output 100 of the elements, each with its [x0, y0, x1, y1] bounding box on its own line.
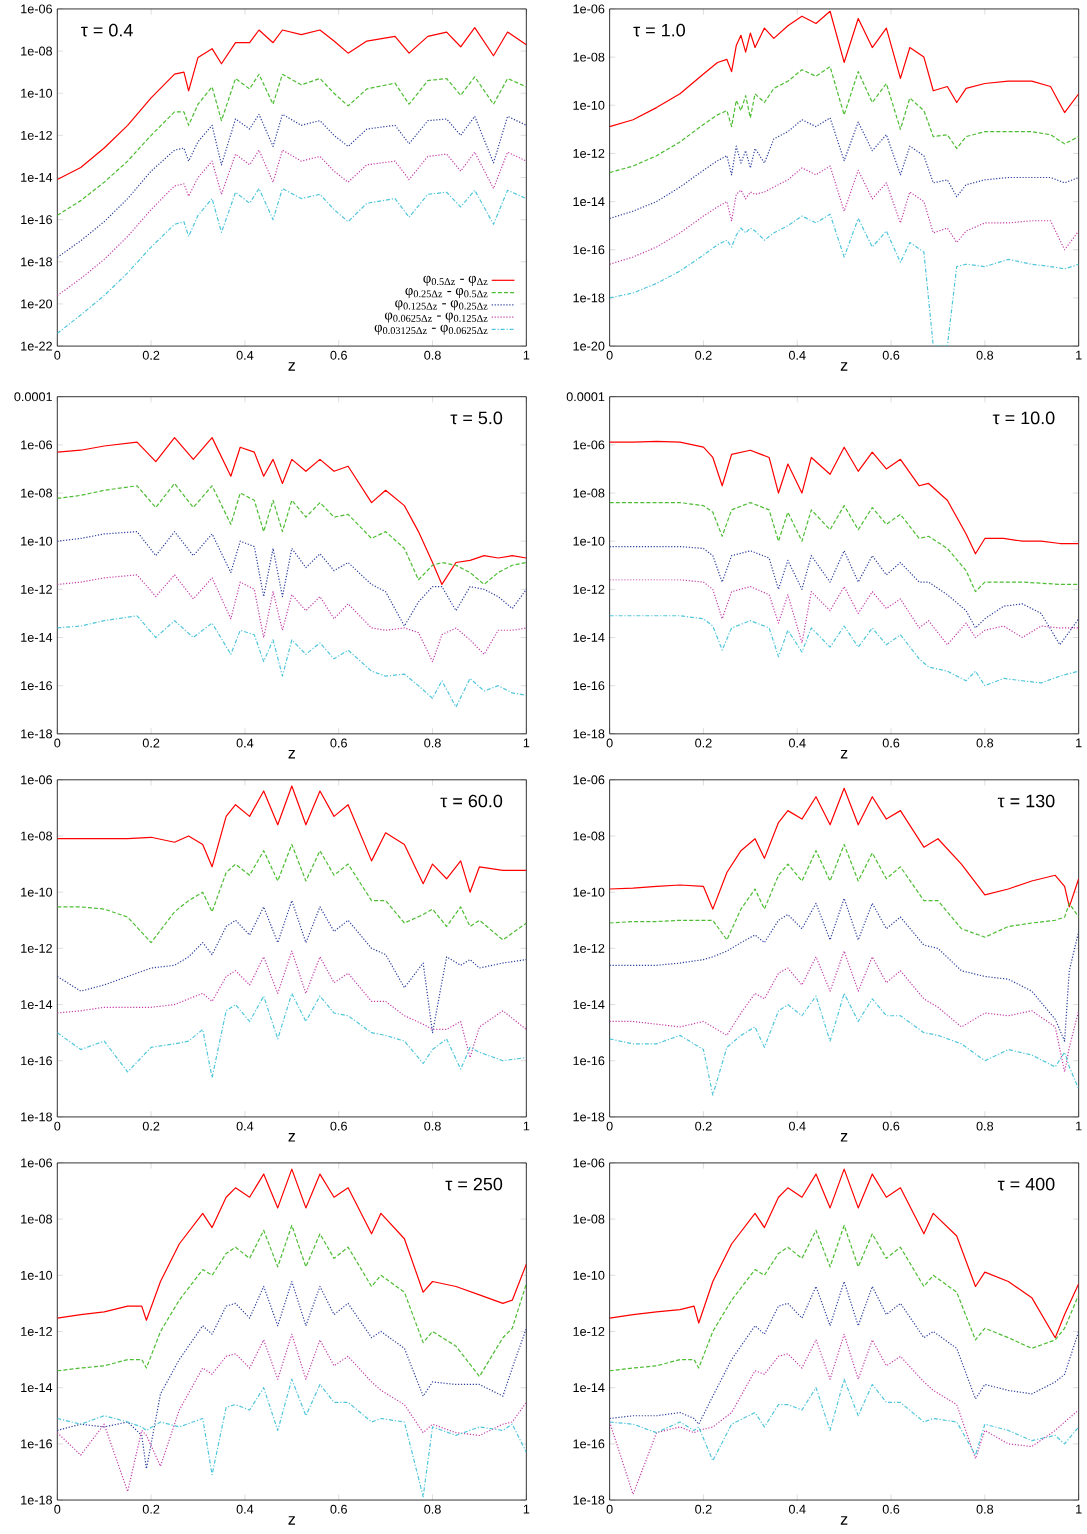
y-tick-label: 1e-14 [573, 633, 605, 642]
line-series [609, 213, 1079, 347]
x-axis-title: z [288, 362, 296, 371]
x-tick-label: 0 [606, 738, 613, 748]
legend-label: φ$_{0.5Δz}$ - φ$_{Δz}$ [423, 275, 488, 286]
x-tick-label: 0.8 [424, 350, 441, 360]
y-tick-label: 1e-08 [21, 488, 53, 498]
text: τ = 5.0 [450, 411, 503, 425]
y-tick-label: 1e-08 [21, 831, 53, 841]
x-tick-label: 0.2 [143, 738, 160, 748]
x-tick-label: 0.2 [695, 738, 712, 748]
x-tick-label: 0.8 [424, 1121, 441, 1131]
line-series [57, 113, 527, 259]
y-tick-label: 1e-14 [573, 197, 605, 207]
y-tick-label: 1e-10 [21, 536, 53, 546]
y-tick-label: 0.0001 [566, 392, 605, 402]
y-tick-label: 1e-12 [21, 1326, 53, 1336]
y-tick-label: 1e-10 [21, 887, 53, 897]
line-series [609, 950, 1079, 1073]
line-series [57, 1168, 527, 1321]
y-tick-label: 1e-14 [21, 173, 53, 182]
line-series [57, 73, 527, 216]
y-tick-label: 1e-18 [573, 729, 605, 739]
y-tick-label: 1e-12 [573, 148, 605, 158]
x-tick-label: 0.8 [424, 738, 441, 748]
y-tick-label: 1e-12 [573, 1326, 605, 1336]
x-tick-label: 0.8 [976, 1121, 994, 1131]
x-axis-title: z [288, 1133, 296, 1142]
x-tick-label: 0.2 [695, 1504, 712, 1514]
y-tick-label: 1e-08 [573, 1214, 605, 1224]
x-axis-title: z [840, 1133, 848, 1142]
y-tick-label: 1e-14 [21, 633, 53, 642]
y-tick-label: 1e-10 [21, 1270, 53, 1280]
y-tick-label: 1e-06 [573, 1158, 605, 1168]
x-axis-title: z [288, 750, 296, 759]
y-tick-label: 1e-10 [573, 536, 605, 546]
x-tick-label: 0.6 [330, 1121, 348, 1131]
legend-label: φ$_{0.25Δz}$ - φ$_{0.5Δz}$ [405, 288, 488, 299]
y-tick-label: 1e-16 [21, 1439, 53, 1449]
x-tick-label: 0.4 [789, 1504, 806, 1514]
line-series [609, 440, 1079, 555]
x-axis-title: z [288, 1516, 296, 1525]
x-tick-label: 0.6 [882, 1121, 900, 1131]
legend-label: φ$_{0.125Δz}$ - φ$_{0.25Δz}$ [395, 300, 488, 311]
y-tick-label: 1e-16 [573, 245, 605, 255]
x-tick-label: 0.6 [882, 738, 900, 748]
line-series [609, 1168, 1079, 1339]
y-tick-label: 1e-08 [21, 46, 53, 56]
y-tick-label: 1e-10 [21, 88, 53, 98]
x-tick-label: 0.6 [330, 350, 348, 360]
y-tick-label: 1e-10 [573, 1270, 605, 1280]
line-series [57, 992, 527, 1079]
x-tick-label: 0 [606, 1121, 613, 1131]
x-tick-label: 0.6 [882, 1504, 900, 1514]
line-series [57, 1378, 527, 1498]
y-tick-label: 1e-12 [21, 130, 53, 140]
y-tick-label: 1e-14 [573, 1383, 605, 1393]
x-tick-label: 0.8 [424, 1504, 441, 1514]
x-tick-label: 0.2 [143, 1504, 160, 1514]
x-tick-label: 0.4 [236, 738, 254, 748]
x-tick-label: 0.4 [236, 1504, 254, 1514]
y-tick-label: 1e-18 [21, 1495, 53, 1505]
x-tick-label: 0.6 [330, 738, 348, 748]
y-tick-label: 1e-18 [573, 1112, 605, 1122]
line-series [57, 149, 527, 297]
x-tick-label: 0 [54, 350, 61, 360]
x-tick-label: 0.4 [236, 350, 254, 360]
line-series [57, 1224, 527, 1378]
x-tick-label: 0 [606, 1504, 613, 1514]
x-tick-label: 0.2 [695, 1121, 712, 1131]
x-axis-title: z [840, 750, 848, 759]
x-tick-label: 0 [54, 1121, 61, 1131]
y-tick-label: 1e-12 [21, 943, 53, 953]
text: τ = 400 [998, 1177, 1055, 1191]
y-tick-label: 1e-20 [573, 341, 605, 351]
y-tick-label: 1e-16 [573, 1439, 605, 1449]
x-tick-label: 1 [523, 1121, 530, 1131]
y-tick-label: 1e-18 [21, 729, 53, 739]
legend-label: φ$_{0.03125Δz}$ - φ$_{0.0625Δz}$ [374, 324, 488, 335]
y-tick-label: 1e-06 [573, 775, 605, 785]
x-tick-label: 0 [606, 350, 613, 360]
y-tick-label: 1e-12 [573, 943, 605, 953]
y-tick-label: 1e-20 [21, 299, 53, 309]
x-tick-label: 0.4 [789, 1121, 806, 1131]
y-tick-label: 1e-16 [573, 1056, 605, 1066]
y-tick-label: 1e-06 [573, 440, 605, 450]
x-tick-label: 0.2 [143, 350, 160, 360]
y-tick-label: 1e-18 [21, 257, 53, 267]
x-tick-label: 0.2 [695, 350, 712, 360]
line-series [57, 574, 527, 663]
x-tick-label: 0 [54, 738, 61, 748]
x-tick-label: 1 [1076, 1504, 1082, 1514]
y-tick-label: 1e-18 [21, 1112, 53, 1122]
x-tick-label: 0.2 [143, 1121, 160, 1131]
line-series [57, 615, 527, 708]
line-series [57, 482, 527, 586]
y-tick-label: 1e-16 [573, 681, 605, 691]
x-tick-label: 0.8 [976, 350, 994, 360]
text: τ = 60.0 [440, 794, 503, 808]
line-series [57, 531, 527, 627]
